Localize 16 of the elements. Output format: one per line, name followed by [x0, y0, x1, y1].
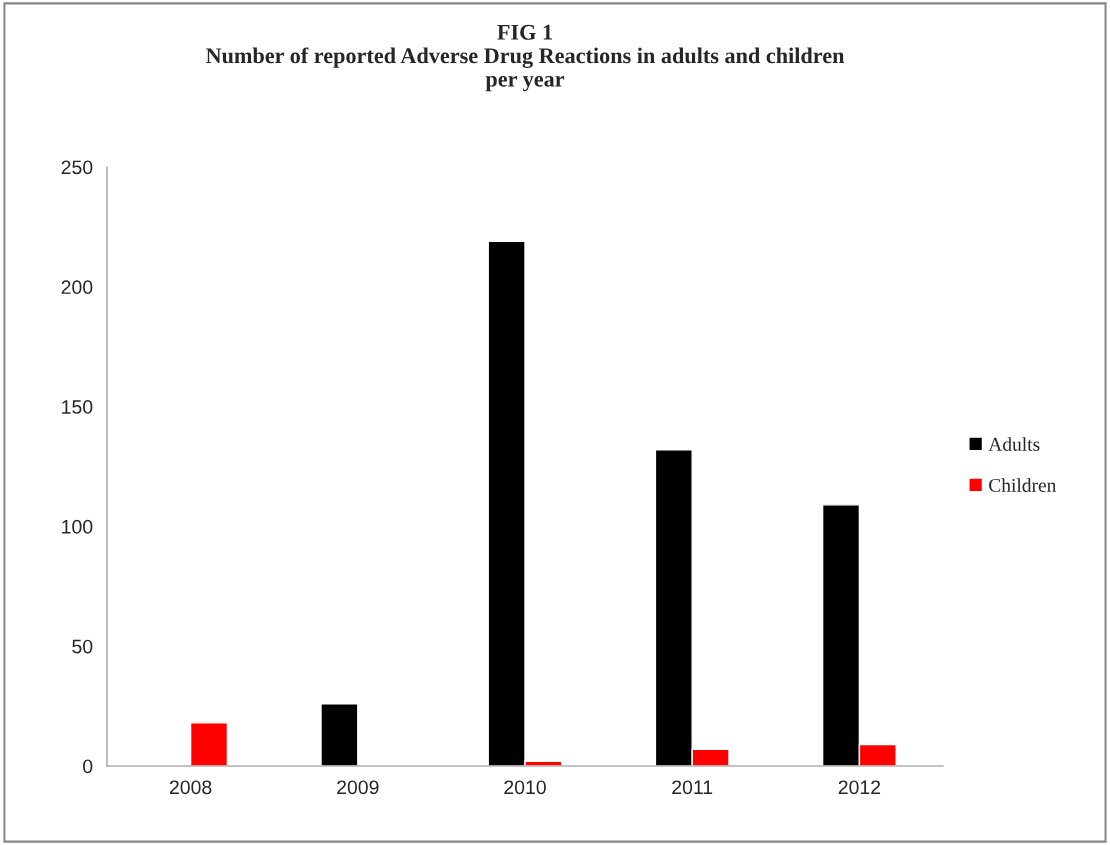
y-tick-label: 200 [61, 280, 93, 295]
chart-title: FIG 1 Number of reported Adverse Drug Reactions in adults and children per year [205, 24, 845, 92]
legend-label: Adults [988, 437, 1040, 451]
y-tick-label: 0 [83, 759, 93, 774]
y-tick-label: 50 [72, 639, 93, 654]
legend-label: Children [989, 478, 1057, 492]
x-tick-label: 2009 [337, 780, 379, 795]
bar [189, 722, 229, 766]
x-tick-label: 2012 [838, 780, 881, 795]
x-tick-label: 2008 [169, 780, 212, 795]
y-tick-label: 250 [61, 160, 93, 175]
bar [320, 703, 359, 766]
y-tick-label: 100 [62, 519, 93, 534]
x-tick-label: 2010 [504, 780, 546, 795]
y-tick-label: 150 [62, 400, 93, 414]
x-tick-label: 2011 [672, 780, 713, 795]
